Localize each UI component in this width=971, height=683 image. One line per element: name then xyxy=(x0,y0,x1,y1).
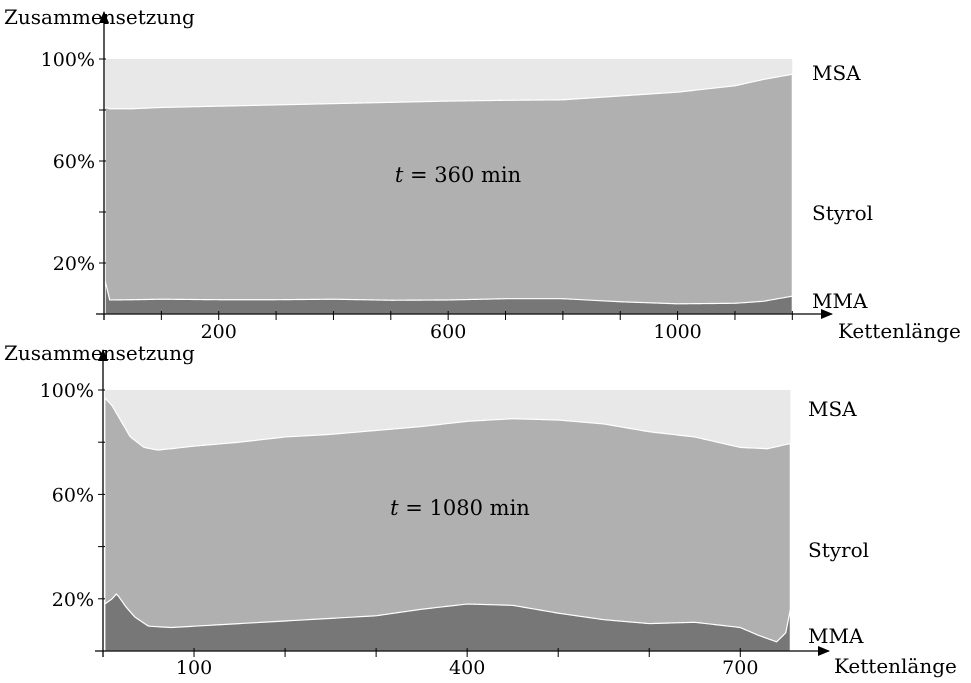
y-tick-label: 60% xyxy=(52,484,94,506)
x-tick-label: 600 xyxy=(430,321,466,343)
y-tick-label: 100% xyxy=(40,380,94,402)
series-label-msa: MSA xyxy=(812,61,861,85)
y-tick-label: 100% xyxy=(41,49,95,71)
x-axis-label: Kettenlänge xyxy=(838,319,961,343)
series-label-mma: MMA xyxy=(808,624,864,648)
area-styrol xyxy=(104,396,791,652)
x-tick-label: 1000 xyxy=(653,321,701,343)
series-label-styrol: Styrol xyxy=(808,538,869,562)
x-axis-label: Kettenlänge xyxy=(834,654,957,678)
series-label-styrol: Styrol xyxy=(812,201,873,225)
x-tick-label: 700 xyxy=(722,657,758,679)
time-value: = 1080 min xyxy=(399,496,530,520)
y-tick-label: 20% xyxy=(53,253,95,275)
area-mma xyxy=(104,280,793,315)
time-variable: t xyxy=(395,163,404,187)
time-variable: t xyxy=(390,496,399,520)
x-tick-label: 200 xyxy=(201,321,237,343)
time-value: = 360 min xyxy=(403,163,521,187)
chart-panel-2: 20% 60% 100% 100 400 700 Zusammensetzung Ketten… xyxy=(4,341,957,679)
x-tick-label: 400 xyxy=(449,657,485,679)
y-axis-label: Zusammensetzung xyxy=(4,341,195,365)
y-tick-label: 60% xyxy=(53,151,95,173)
area-styrol xyxy=(104,73,793,315)
y-axis-label: Zusammensetzung xyxy=(4,5,195,29)
series-label-msa: MSA xyxy=(808,397,857,421)
time-annotation: t = 1080 min xyxy=(390,496,530,520)
series-label-mma: MMA xyxy=(812,289,868,313)
y-tick-label: 20% xyxy=(52,589,94,611)
time-annotation: t = 360 min xyxy=(395,163,521,187)
chart-panel-1: 20% 60% 100% 200 600 1000 Zusammensetzung Kette… xyxy=(4,5,961,343)
area-mma xyxy=(104,593,791,652)
x-tick-label: 100 xyxy=(176,657,212,679)
